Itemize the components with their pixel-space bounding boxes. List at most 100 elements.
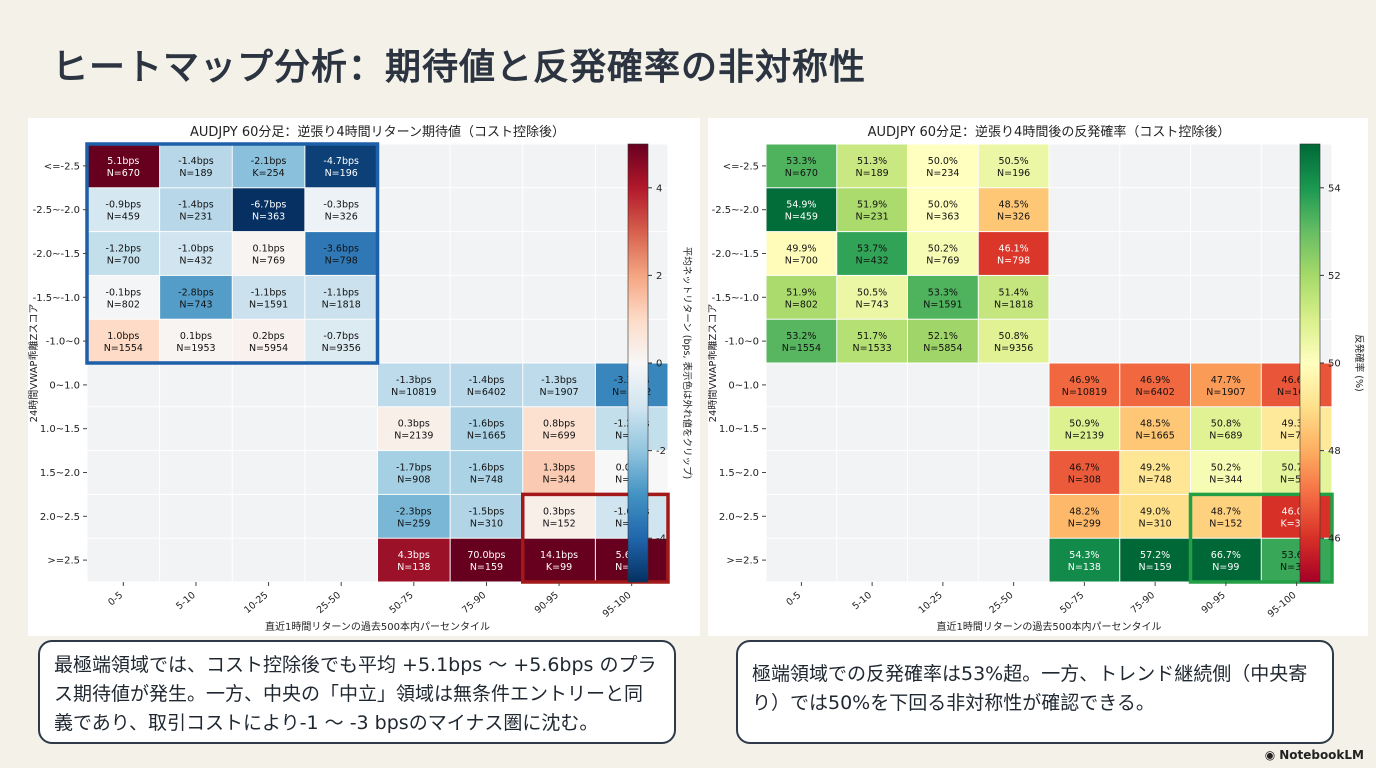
cell-value-label: 50.8% xyxy=(1211,419,1241,430)
cell-value-label: 49.9% xyxy=(786,244,816,255)
cell-count-label: N=196 xyxy=(325,168,358,179)
cell-count-label: N=1591 xyxy=(249,299,288,310)
heatmap-cell-prob-r7-c5 xyxy=(1120,451,1190,494)
cell-value-label: 53.7% xyxy=(857,244,887,255)
colorbar-tick-label: 0 xyxy=(656,359,662,370)
heatmap-cell-return-r2-c3 xyxy=(305,232,377,275)
brand-name: NotebookLM xyxy=(1279,748,1364,762)
heatmap-cell-prob-r9-c5 xyxy=(1120,538,1190,582)
cell-value-label: -1.2bps xyxy=(106,244,142,255)
heatmap-reversal-probability-panel: AUDJPY 60分足：逆張り4時間後の反発確率（コスト控除後） 53.3% N=6… xyxy=(708,118,1368,636)
cell-count-label: N=1818 xyxy=(322,299,361,310)
cell-value-label: 50.5% xyxy=(999,156,1029,167)
heatmap-cell-return-r3-c1 xyxy=(160,275,232,319)
y-tick-label: 1.5~2.0 xyxy=(40,468,80,479)
caption-right: 極端領域での反発確率は53%超。一方、トレンド継続側（中央寄り）では50%を下回… xyxy=(736,640,1334,744)
heatmap-cell-return-r0-c3 xyxy=(305,144,377,188)
y-tick-label: 1.5~2.0 xyxy=(719,468,759,479)
cell-count-label: N=670 xyxy=(785,168,818,179)
y-tick-label: -2.5~-2.0 xyxy=(33,205,80,216)
cell-value-label: 49.2% xyxy=(1140,463,1170,474)
cell-count-label: N=700 xyxy=(107,256,140,267)
cell-count-label: N=5854 xyxy=(923,343,962,354)
cell-count-label: N=326 xyxy=(997,212,1030,223)
cell-value-label: 57.2% xyxy=(1140,550,1170,561)
cell-count-label: N=1665 xyxy=(467,431,506,442)
heatmap-cell-return-r1-c3 xyxy=(305,188,377,232)
x-tick-label: 75-90 xyxy=(1129,590,1157,616)
heatmap-cell-prob-r1-c0 xyxy=(766,188,837,232)
heatmap-cell-return-r7-c4 xyxy=(378,451,450,494)
cell-value-label: 53.2% xyxy=(786,331,816,342)
heatmap-cell-prob-r5-c6 xyxy=(1191,363,1261,407)
y-tick-label: <=-2.5 xyxy=(723,161,759,172)
heatmap-cell-prob-r8-c6 xyxy=(1191,494,1261,538)
cell-value-label: 70.0bps xyxy=(467,550,505,561)
y-tick-label: -1.0~0 xyxy=(725,337,759,348)
heatmap-cell-prob-r6-c4 xyxy=(1049,407,1120,451)
heatmap-expected-return-panel: AUDJPY 60分足：逆張り4時間リターン期待値（コスト控除後） 5.1bps N… xyxy=(28,118,700,636)
x-tick-label: 50-75 xyxy=(388,590,416,616)
heatmap-cell-prob-r2-c2 xyxy=(908,232,978,275)
y-tick-label: 2.0~2.5 xyxy=(719,512,759,523)
x-tick-label: 90-95 xyxy=(1200,590,1228,616)
cell-value-label: 46.1% xyxy=(999,244,1029,255)
cell-count-label: N=459 xyxy=(107,212,140,223)
cell-count-label: N=802 xyxy=(785,299,818,310)
cell-count-label: K=99 xyxy=(546,562,572,573)
y-tick-label: -1.5~-1.0 xyxy=(712,293,759,304)
cell-count-label: N=363 xyxy=(926,212,959,223)
cell-value-label: 46.0% xyxy=(1282,506,1312,517)
heatmap-cell-prob-r9-c6 xyxy=(1191,538,1261,582)
heatmap-cell-prob-r9-c4 xyxy=(1049,538,1120,582)
cell-count-label: N=743 xyxy=(856,299,889,310)
colorbar xyxy=(1299,143,1321,583)
colorbar-tick-label: 50 xyxy=(1328,359,1341,370)
heatmap-cell-return-r5-c5 xyxy=(450,363,523,407)
x-tick-label: 10-25 xyxy=(242,590,270,616)
cell-value-label: 1.0bps xyxy=(107,331,139,342)
cell-count-label: N=432 xyxy=(179,256,212,267)
notebooklm-logo-icon: ◉ xyxy=(1264,748,1276,762)
cell-value-label: 48.2% xyxy=(1069,506,1099,517)
cell-count-label: N=310 xyxy=(470,518,503,529)
heatmap-cell-return-r4-c1 xyxy=(160,319,232,363)
cell-count-label: N=189 xyxy=(179,168,212,179)
cell-value-label: -1.4bps xyxy=(178,156,214,167)
cell-count-label: N=769 xyxy=(926,256,959,267)
cell-value-label: -6.7bps xyxy=(251,200,287,211)
heatmap-cell-return-r8-c6 xyxy=(523,494,595,538)
heatmap-cell-prob-r2-c1 xyxy=(837,232,907,275)
colorbar-label: 平均ネットリターン (bps, 表示色は外れ値をクリップ) xyxy=(681,247,693,480)
heatmap-cell-return-r9-c6 xyxy=(523,538,595,582)
heatmap-cell-prob-r6-c5 xyxy=(1120,407,1190,451)
cell-count-label: N=10819 xyxy=(1062,387,1107,398)
colorbar-tick-label: 4 xyxy=(656,183,662,194)
x-tick-label: 10-25 xyxy=(917,590,945,616)
cell-value-label: 50.0% xyxy=(928,156,958,167)
cell-count-label: N=310 xyxy=(1139,518,1172,529)
x-axis-label: 直近1時間リターンの過去500本内パーセンタイル xyxy=(265,620,490,633)
colorbar-tick-label: 54 xyxy=(1328,183,1341,194)
cell-value-label: 50.9% xyxy=(1069,419,1099,430)
cell-count-label: N=326 xyxy=(325,212,358,223)
x-tick-label: 0-5 xyxy=(106,590,125,608)
x-tick-label: 95-100 xyxy=(1266,590,1299,620)
cell-value-label: 50.7% xyxy=(1282,463,1312,474)
cell-value-label: -3.6bps xyxy=(323,244,359,255)
cell-count-label: N=699 xyxy=(542,431,575,442)
cell-count-label: N=1622 xyxy=(1277,387,1316,398)
heatmap-cell-prob-r0-c2 xyxy=(908,144,978,188)
cell-value-label: -1.1bps xyxy=(251,287,287,298)
x-tick-label: 5-10 xyxy=(174,590,198,612)
cell-value-label: -4.7bps xyxy=(323,156,359,167)
heatmap-cell-return-r2-c1 xyxy=(160,232,232,275)
cell-value-label: 46.7% xyxy=(1069,463,1099,474)
x-tick-label: 25-50 xyxy=(315,590,343,616)
cell-count-label: N=700 xyxy=(785,256,818,267)
y-tick-label: <=-2.5 xyxy=(44,161,80,172)
y-tick-label: >=2.5 xyxy=(47,556,80,567)
cell-count-label: N=1591 xyxy=(923,299,962,310)
cell-value-label: -0.9bps xyxy=(106,200,142,211)
cell-value-label: 66.7% xyxy=(1211,550,1241,561)
